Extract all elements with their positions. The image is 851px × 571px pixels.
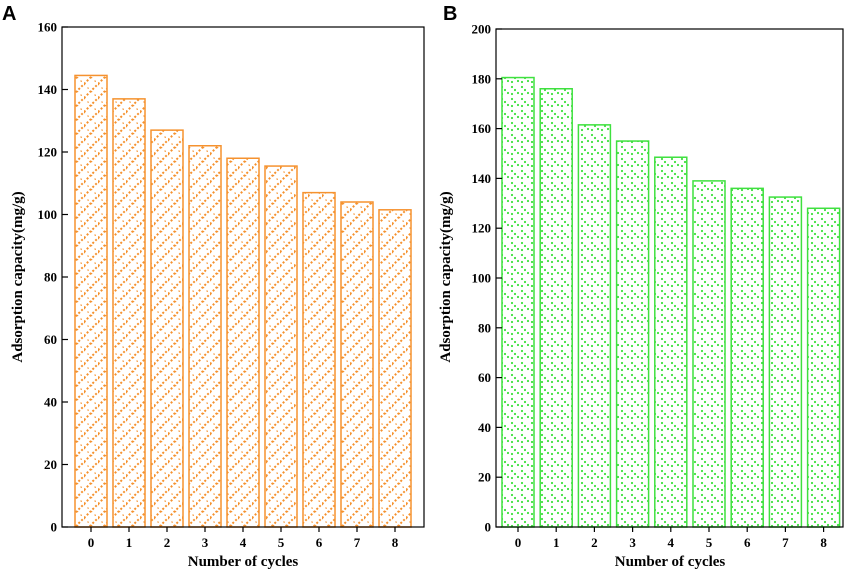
panel-a-bars (74, 74, 412, 528)
panel-a-y-tick-label: 140 (38, 82, 58, 97)
panel-a-x-tick-label: 1 (126, 535, 133, 550)
panel-a-y-tick-label: 160 (38, 20, 58, 35)
panel-b-x-tick-label: 0 (515, 535, 522, 550)
panel-b-y-axis-title: Adsorption capacity(mg/g) (438, 191, 454, 362)
panel-a-x-tick-label: 5 (278, 535, 285, 550)
panel-a: A 0 20 40 60 80 100 120 140 160 0 1 2 3 4 5 6 7 8 Number… (2, 3, 425, 570)
panel-a-y-tick-label: 40 (44, 395, 57, 410)
panel-b-bar-cycle-7 (768, 196, 803, 528)
panel-a-y-tick-label: 0 (51, 520, 58, 535)
panel-b-bar-cycle-6 (730, 187, 764, 528)
panel-b-x-tick-label: 4 (668, 535, 675, 550)
panel-b-x-tick-label: 8 (820, 535, 827, 550)
panel-b-x-tick-label: 5 (706, 535, 713, 550)
panel-a-letter: A (2, 3, 16, 25)
panel-b-y-axis: 0 20 40 60 80 100 120 140 160 180 200 (472, 22, 502, 535)
panel-b-x-tick-label: 2 (591, 535, 598, 550)
panel-b-letter: B (443, 3, 457, 25)
panel-b-y-tick-label: 60 (478, 370, 491, 385)
panel-b-y-tick-label: 20 (478, 470, 491, 485)
panel-b-bar-cycle-0 (501, 76, 535, 528)
panel-b-bar-cycle-2 (577, 124, 612, 528)
panel-a-x-tick-label: 7 (354, 535, 361, 550)
panel-b-x-tick-label: 6 (744, 535, 751, 550)
panel-a-bar-cycle-6 (302, 191, 336, 528)
panel-b-y-tick-label: 180 (472, 71, 492, 86)
panel-b-x-tick-label: 1 (553, 535, 560, 550)
panel-a-y-tick-label: 100 (38, 207, 58, 222)
panel-a-bar-cycle-3 (188, 145, 222, 528)
panel-a-x-tick-label: 4 (240, 535, 247, 550)
panel-b-x-tick-label: 3 (629, 535, 636, 550)
panel-a-y-axis: 0 20 40 60 80 100 120 140 160 (38, 20, 68, 535)
panel-a-bar-cycle-2 (150, 129, 184, 528)
panel-b-bars (501, 76, 841, 528)
panel-b-x-axis: 0 1 2 3 4 5 6 7 8 (515, 527, 827, 550)
panel-a-x-tick-label: 6 (316, 535, 323, 550)
panel-b-y-tick-label: 40 (478, 420, 491, 435)
panel-a-bar-cycle-8 (378, 209, 412, 528)
panel-a-y-tick-label: 20 (44, 457, 57, 472)
panel-a-bar-cycle-0 (74, 74, 108, 528)
panel-b-y-tick-label: 80 (478, 320, 491, 335)
panel-a-x-tick-label: 2 (164, 535, 171, 550)
panel-a-x-tick-label: 8 (392, 535, 399, 550)
panel-a-y-tick-label: 80 (44, 270, 57, 285)
panel-a-y-tick-label: 60 (44, 332, 57, 347)
panel-b-x-tick-label: 7 (782, 535, 789, 550)
panel-b-bar-cycle-8 (806, 207, 841, 528)
panel-b-y-tick-label: 140 (472, 171, 492, 186)
panel-a-y-axis-title: Adsorption capacity(mg/g) (10, 191, 26, 362)
panel-b-y-tick-label: 160 (472, 121, 492, 136)
panel-b-bar-cycle-4 (654, 156, 688, 528)
panel-a-bar-cycle-1 (112, 98, 146, 528)
panel-a-x-axis-title: Number of cycles (188, 554, 299, 570)
panel-b-bar-cycle-5 (692, 180, 726, 528)
panel-b-y-tick-label: 100 (472, 271, 492, 286)
panel-a-y-tick-label: 120 (38, 145, 58, 160)
panel-a-bar-cycle-5 (264, 165, 298, 528)
panel-a-x-tick-label: 0 (88, 535, 95, 550)
panel-a-bar-cycle-7 (340, 201, 374, 528)
panel-b-y-tick-label: 200 (472, 22, 492, 37)
panel-a-bar-cycle-4 (226, 157, 260, 528)
panel-b-bar-cycle-3 (615, 140, 650, 528)
panel-b-y-tick-label: 120 (472, 221, 492, 236)
panel-a-x-axis: 0 1 2 3 4 5 6 7 8 (88, 527, 399, 550)
panel-b-bar-cycle-1 (539, 88, 573, 528)
panel-a-x-tick-label: 3 (202, 535, 209, 550)
panel-b-x-axis-title: Number of cycles (615, 554, 726, 570)
panel-b-y-tick-label: 0 (485, 520, 492, 535)
